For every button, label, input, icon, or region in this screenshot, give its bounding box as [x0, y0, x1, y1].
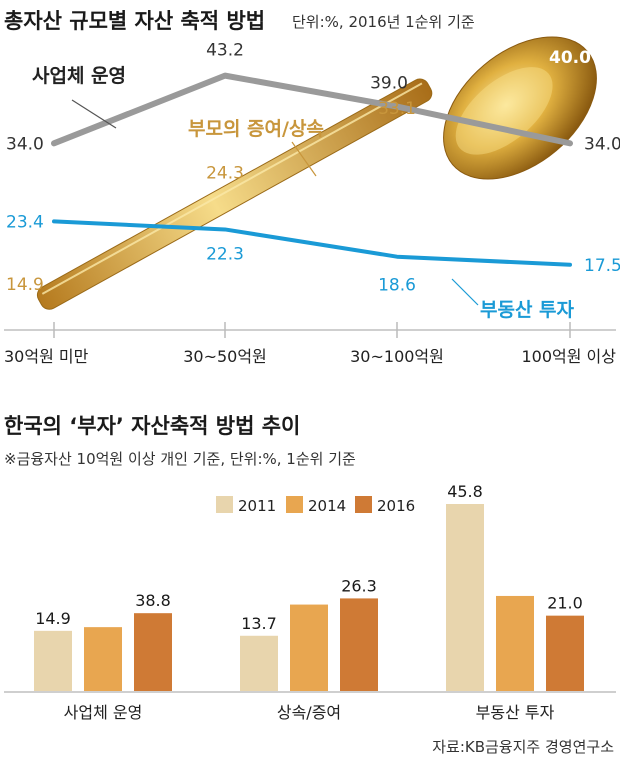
- spoon-handle: [36, 78, 433, 310]
- golden-spoon-illustration: [36, 36, 597, 310]
- bar-value-label: 38.8: [135, 591, 171, 610]
- bar-value-label: 45.8: [447, 482, 483, 501]
- top-chart-header: 총자산 규모별 자산 축적 방법 단위:%, 2016년 1순위 기준: [4, 9, 475, 33]
- x-tick-label: 30~50억원: [183, 347, 267, 366]
- bar-value-label: 14.9: [35, 609, 71, 628]
- series-line: [51, 72, 573, 147]
- data-label: 18.6: [378, 276, 416, 296]
- data-label: 14.9: [6, 275, 44, 295]
- leader-line: [71, 99, 117, 129]
- data-label: 24.3: [206, 164, 244, 184]
- bar: [340, 598, 378, 692]
- bottom-chart-title: 한국의 ‘부자’ 자산축적 방법 추이: [4, 414, 300, 438]
- bar: [546, 615, 584, 692]
- bar: [496, 595, 534, 692]
- bar: [290, 604, 328, 692]
- top-chart-title: 총자산 규모별 자산 축적 방법: [4, 9, 265, 33]
- bar: [34, 630, 72, 692]
- x-axis-ticks: [53, 322, 571, 338]
- series-name-label: 부모의 증여/상속: [188, 118, 324, 140]
- bottom-chart-value-labels: 14.9 38.8 13.7 26.3 45.8 21.0: [35, 482, 583, 633]
- data-label: 33.1: [378, 99, 416, 119]
- series-line: [52, 219, 572, 267]
- bottom-chart-bars: [34, 504, 584, 692]
- bar: [84, 627, 122, 692]
- category-label: 상속/증여: [277, 703, 341, 722]
- x-axis-tick-labels: 30억원 미만 30~50억원 30~100억원 100억원 이상: [4, 347, 616, 366]
- data-label: 40.0: [549, 48, 591, 68]
- legend-label: 2011: [238, 497, 276, 515]
- data-label: 39.0: [370, 74, 408, 94]
- bottom-chart-category-labels: 사업체 운영 상속/증여 부동산 투자: [64, 703, 555, 722]
- series-name-label: 사업체 운영: [32, 65, 126, 87]
- leader-line: [291, 141, 317, 177]
- legend-swatch: [216, 496, 233, 513]
- data-label: 17.5: [584, 256, 620, 276]
- bar: [446, 504, 484, 692]
- spoon-bowl: [443, 36, 597, 180]
- bottom-chart-legend: 2011 2014 2016: [216, 496, 415, 515]
- category-label: 부동산 투자: [476, 703, 555, 722]
- data-label: 34.0: [6, 134, 44, 154]
- bottom-chart-subtitle: ※금융자산 10억원 이상 개인 기준, 단위:%, 1순위 기준: [4, 450, 356, 468]
- data-label: 23.4: [6, 212, 44, 232]
- leader-line: [451, 278, 479, 306]
- bar-value-label: 26.3: [341, 576, 377, 595]
- bar: [134, 613, 172, 692]
- bar-value-label: 13.7: [241, 614, 277, 633]
- data-label: 43.2: [206, 41, 244, 61]
- x-tick-label: 30억원 미만: [4, 347, 89, 366]
- source-note: 자료:KB금융지주 경영연구소: [432, 738, 614, 756]
- data-label: 34.0: [584, 134, 620, 154]
- x-tick-label: 100억원 이상: [521, 347, 616, 366]
- bar: [240, 635, 278, 692]
- top-chart-subtitle: 단위:%, 2016년 1순위 기준: [292, 13, 475, 31]
- bar-value-label: 21.0: [547, 594, 583, 613]
- top-chart-x-axis: 30억원 미만 30~50억원 30~100억원 100억원 이상: [4, 322, 616, 366]
- category-label: 사업체 운영: [64, 703, 143, 722]
- data-label: 22.3: [206, 244, 244, 264]
- x-tick-label: 30~100억원: [350, 347, 444, 366]
- bottom-chart-header: 한국의 ‘부자’ 자산축적 방법 추이 ※금융자산 10억원 이상 개인 기준,…: [4, 414, 356, 468]
- top-chart-series: [51, 72, 573, 267]
- legend-label: 2016: [377, 497, 415, 515]
- series-name-label: 부동산 투자: [480, 299, 575, 321]
- legend-swatch: [286, 496, 303, 513]
- top-chart-value-labels: 34.0 43.2 39.0 34.0 14.9 24.3 33.1 40.0 23.4 22.3…: [6, 41, 620, 296]
- legend-label: 2014: [308, 497, 346, 515]
- legend-swatch: [355, 496, 372, 513]
